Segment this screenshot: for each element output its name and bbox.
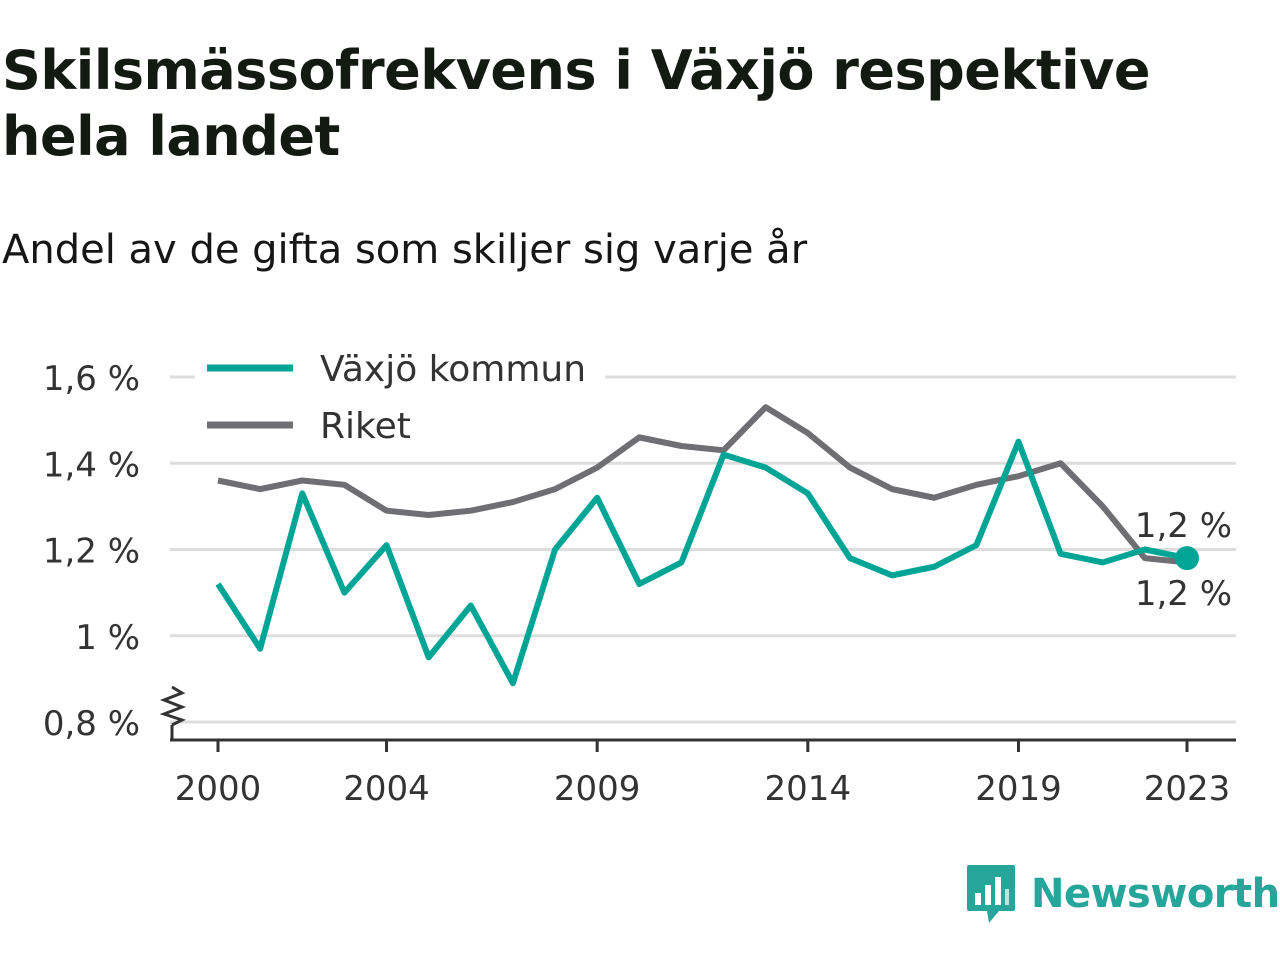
y-tick-label: 1,2 % xyxy=(43,532,140,572)
brand: Newsworthy xyxy=(965,862,1280,926)
y-tick-label: 1,4 % xyxy=(43,445,140,485)
chart-title: Skilsmässofrekvens i Växjö respektive he… xyxy=(2,39,1150,168)
x-tick-label: 2023 xyxy=(1144,769,1231,809)
series-lines xyxy=(215,404,1199,687)
y-tick-label: 0,8 % xyxy=(43,704,140,744)
end-label-riket: 1,2 % xyxy=(1135,574,1232,614)
legend: Växjö kommun Riket xyxy=(195,345,605,455)
x-tick-label: 2014 xyxy=(765,769,852,809)
x-tick-label: 2000 xyxy=(175,769,262,809)
end-labels: 1,2 % 1,2 % xyxy=(1135,506,1232,614)
newsworthy-logo-icon xyxy=(967,865,1015,923)
y-axis-tick-labels: 0,8 % 1 % 1,2 % 1,4 % 1,6 % xyxy=(43,359,140,744)
legend-label-vaxjo: Växjö kommun xyxy=(320,349,586,390)
chart-subtitle: Andel av de gifta som skiljer sig varje … xyxy=(2,227,808,273)
y-axis-break xyxy=(159,685,187,727)
line-chart: 0,8 % 1 % 1,2 % 1,4 % 1,6 % 2000 2004 2009 2014… xyxy=(43,345,1236,809)
legend-label-riket: Riket xyxy=(320,406,411,447)
x-tick-label: 2019 xyxy=(975,769,1062,809)
x-axis xyxy=(159,685,1236,752)
x-tick-label: 2004 xyxy=(343,769,430,809)
y-tick-label: 1,6 % xyxy=(43,359,140,399)
end-label-vaxjo: 1,2 % xyxy=(1135,506,1232,546)
brand-name: Newsworthy xyxy=(1031,871,1280,917)
series-line-riket xyxy=(217,404,1188,566)
y-tick-label: 1 % xyxy=(75,618,140,658)
legend-background xyxy=(195,345,605,455)
x-tick-label: 2009 xyxy=(554,769,641,809)
series-line-vaxjo xyxy=(215,438,1188,687)
x-axis-tick-labels: 2000 2004 2009 2014 2019 2023 xyxy=(175,769,1231,809)
end-marker-vaxjo xyxy=(1175,546,1199,571)
